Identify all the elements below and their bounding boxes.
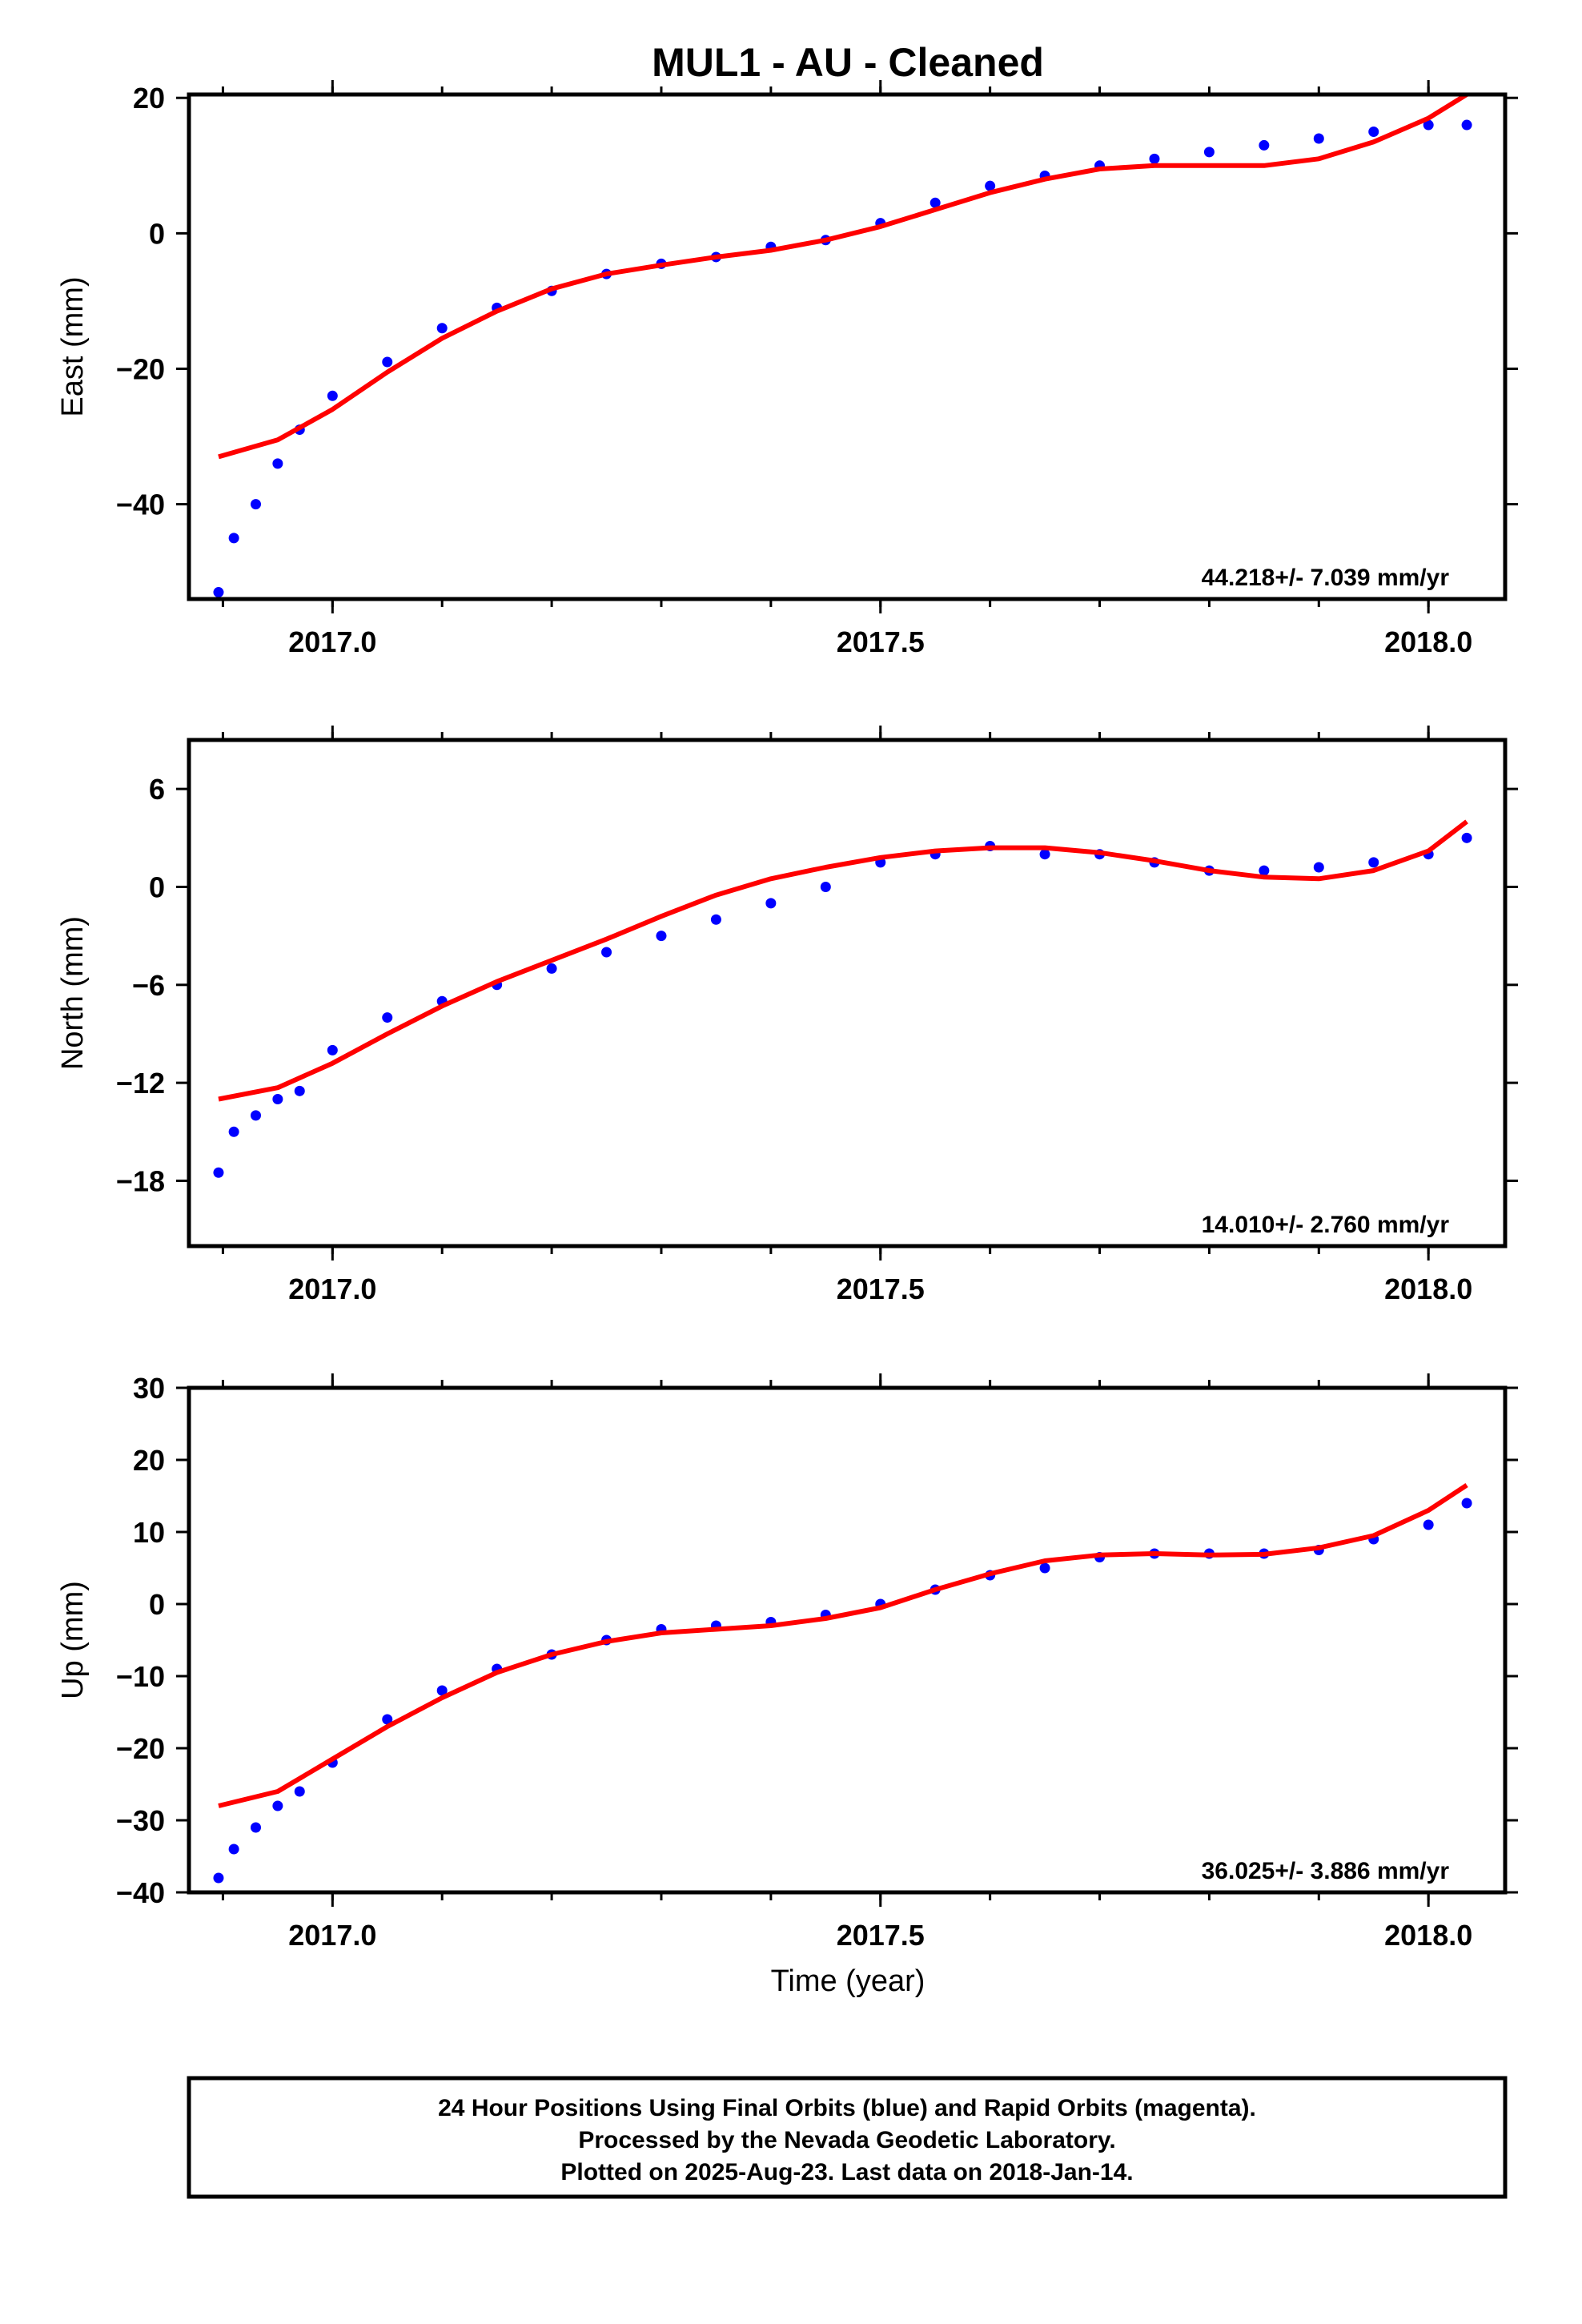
- up-y-tick-label: 0: [149, 1588, 165, 1621]
- east-y-tick-label: 0: [149, 217, 165, 250]
- up-fit-line: [218, 1482, 1468, 1808]
- north-data-area: [213, 819, 1472, 1178]
- up-data-point: [294, 1786, 305, 1797]
- up-y-tick-label: −10: [116, 1660, 165, 1693]
- east-data-point: [251, 499, 262, 510]
- north-data-point: [546, 963, 557, 974]
- north-data-point: [294, 1085, 305, 1096]
- north-y-tick-label: −12: [116, 1067, 165, 1100]
- east-x-tick-label: 2018.0: [1384, 625, 1472, 658]
- north-data-point: [228, 1126, 239, 1137]
- x-axis-label: Time (year): [771, 1964, 926, 1998]
- east-data-point: [985, 180, 996, 191]
- north-data-point: [1039, 849, 1050, 860]
- up-y-axis-label: Up (mm): [56, 1581, 90, 1699]
- figure-title: MUL1 - AU - Cleaned: [652, 40, 1044, 85]
- up-y-tick-label: 10: [133, 1516, 165, 1549]
- north-data-point: [710, 914, 721, 925]
- north-y-axis-label: North (mm): [56, 916, 90, 1070]
- north-data-point: [601, 947, 612, 958]
- up-y-tick-label: 20: [133, 1444, 165, 1477]
- up-y-tick-label: −30: [116, 1804, 165, 1837]
- north-data-point: [1461, 832, 1472, 843]
- east-data-area: [213, 94, 1472, 598]
- up-data-point: [1423, 1519, 1434, 1530]
- east-data-point: [228, 533, 239, 544]
- north-x-tick-label: 2017.0: [288, 1273, 376, 1305]
- up-y-tick-label: 30: [133, 1372, 165, 1405]
- north-data-point: [251, 1110, 262, 1121]
- north-data-point: [1259, 865, 1270, 876]
- north-data-point: [820, 881, 831, 892]
- up-data-point: [228, 1844, 239, 1855]
- east-y-tick-label: −40: [116, 489, 165, 521]
- north-y-tick-label: 6: [149, 773, 165, 806]
- north-y-tick-label: −18: [116, 1164, 165, 1197]
- up-frame: [187, 1385, 1508, 1895]
- east-data-point: [1461, 119, 1472, 131]
- north-data-point: [656, 931, 667, 942]
- up-x-tick-label: 2018.0: [1384, 1919, 1472, 1952]
- east-data-point: [213, 587, 224, 598]
- footer-box: [187, 2076, 1508, 2199]
- east-x-tick-label: 2017.5: [837, 625, 925, 658]
- east-data-point: [930, 197, 941, 208]
- north-data-point: [272, 1094, 283, 1105]
- east-data-point: [1149, 153, 1160, 164]
- north-data-point: [327, 1044, 338, 1055]
- up-data-area: [213, 1482, 1472, 1884]
- up-rate-label: 36.025+/- 3.886 mm/yr: [1202, 1858, 1450, 1884]
- east-data-point: [1368, 127, 1379, 138]
- east-data-point: [327, 390, 338, 401]
- up-x-tick-label: 2017.0: [288, 1919, 376, 1952]
- north-rate-label: 14.010+/- 2.760 mm/yr: [1202, 1212, 1450, 1238]
- east-y-tick-label: 20: [133, 82, 165, 115]
- up-data-point: [1461, 1498, 1472, 1509]
- up-data-point: [213, 1872, 224, 1884]
- up-y-tick-label: −40: [116, 1876, 165, 1909]
- north-x-tick-label: 2018.0: [1384, 1273, 1472, 1305]
- east-x-tick-label: 2017.0: [288, 625, 376, 658]
- up-panel: −40 −30 −20 −10 0 10 20 30 2017.0 2017.5 2018.0 Up …: [56, 1372, 1518, 1952]
- up-data-point: [382, 1714, 393, 1725]
- north-data-point: [1368, 857, 1379, 868]
- north-fit-line: [218, 819, 1468, 1102]
- footer-line-3: Plotted on 2025-Aug-23. Last data on 201…: [560, 2159, 1133, 2185]
- up-x-tick-label: 2017.5: [837, 1919, 925, 1952]
- east-data-point: [382, 356, 393, 368]
- up-data-point: [436, 1685, 448, 1696]
- footer-line-2: Processed by the Nevada Geodetic Laborat…: [578, 2127, 1115, 2153]
- east-y-tick-label: −20: [116, 352, 165, 385]
- up-y-tick-label: −20: [116, 1732, 165, 1765]
- east-frame: [187, 92, 1508, 601]
- east-data-point: [1203, 147, 1215, 158]
- north-frame: [187, 738, 1508, 1248]
- north-y-tick-label: −6: [132, 969, 165, 1002]
- north-data-point: [213, 1167, 224, 1178]
- north-y-tick-label: 0: [149, 870, 165, 903]
- north-x-tick-label: 2017.5: [837, 1273, 925, 1305]
- east-data-point: [272, 458, 283, 469]
- up-data-point: [1039, 1562, 1050, 1574]
- east-panel: −40 −20 0 20 2017.0 2017.5 2018.0 East (mm) 44.2…: [56, 80, 1518, 658]
- footer-line-1: 24 Hour Positions Using Final Orbits (bl…: [438, 2095, 1256, 2121]
- north-panel: −18 −12 −6 0 6 2017.0 2017.5 2018.0 North (mm) 14…: [56, 726, 1518, 1305]
- east-data-point: [436, 323, 448, 334]
- up-data-point: [251, 1822, 262, 1833]
- east-rate-label: 44.218+/- 7.039 mm/yr: [1202, 565, 1450, 591]
- east-data-point: [1259, 139, 1270, 151]
- up-data-point: [272, 1800, 283, 1811]
- east-y-axis-label: East (mm): [56, 276, 90, 416]
- east-data-point: [1423, 119, 1434, 131]
- north-data-point: [1313, 862, 1324, 873]
- north-data-point: [382, 1012, 393, 1023]
- east-fit-line: [218, 94, 1468, 460]
- east-data-point: [1313, 133, 1324, 144]
- north-data-point: [765, 898, 777, 909]
